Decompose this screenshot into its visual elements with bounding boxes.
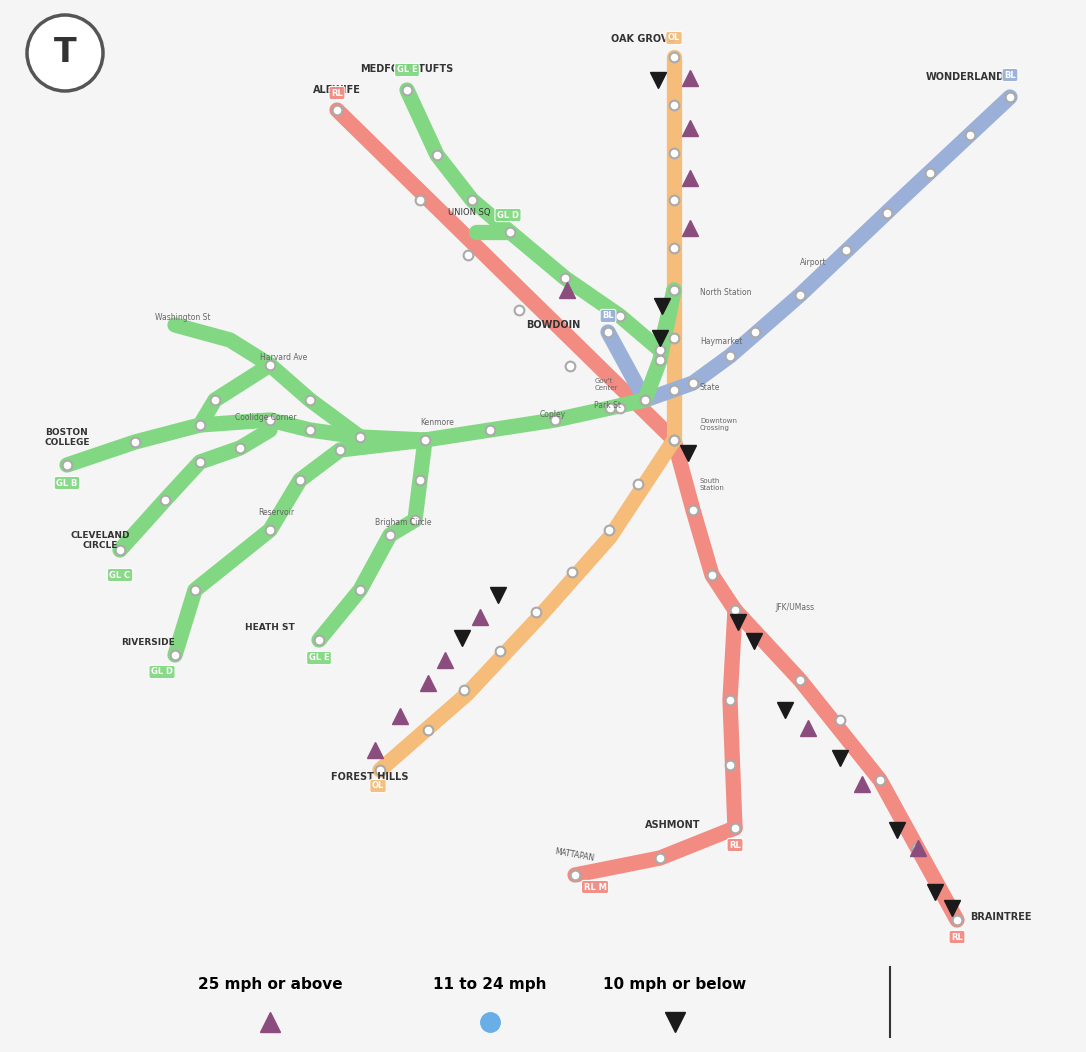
Text: Haymarket: Haymarket [700,337,743,346]
Text: GL D: GL D [497,210,519,220]
Text: BOSTON
COLLEGE: BOSTON COLLEGE [45,427,90,447]
Text: ALEWIFE: ALEWIFE [313,85,361,95]
Text: State: State [700,383,720,392]
Text: Park St: Park St [594,401,621,410]
Text: Downtown
Crossing: Downtown Crossing [700,418,737,431]
Text: HEATH ST: HEATH ST [245,623,295,632]
Text: 25 mph or above: 25 mph or above [198,976,342,991]
Text: North Station: North Station [700,288,752,297]
Text: Coolidge Corner: Coolidge Corner [235,413,296,422]
Text: RL: RL [331,88,343,98]
Text: MEDFORD/TUFTS: MEDFORD/TUFTS [361,64,454,74]
Text: 11 to 24 mph: 11 to 24 mph [433,976,546,991]
Text: BOWDOIN: BOWDOIN [526,320,580,330]
Text: BRAINTREE: BRAINTREE [970,912,1032,922]
Text: RIVERSIDE: RIVERSIDE [122,638,175,647]
Text: Brigham Circle: Brigham Circle [375,518,431,527]
Text: BL: BL [1005,70,1015,80]
Text: Washington St: Washington St [155,313,211,322]
Text: OL: OL [668,34,680,42]
Text: Copley: Copley [540,410,566,419]
Circle shape [27,15,103,92]
Text: Kenmore: Kenmore [420,418,454,427]
Text: MATTAPAN: MATTAPAN [554,847,594,863]
Text: RL: RL [951,932,963,942]
Text: GL D: GL D [151,668,173,676]
Text: GL E: GL E [396,65,417,75]
Text: ASHMONT: ASHMONT [644,820,700,830]
Text: GL B: GL B [56,479,78,487]
Text: UNION SQ: UNION SQ [447,208,490,217]
Text: 10 mph or below: 10 mph or below [604,976,747,991]
Text: GL E: GL E [308,653,329,663]
Text: Reservoir: Reservoir [258,508,294,517]
Text: FOREST HILLS: FOREST HILLS [331,772,408,782]
Text: JFK/UMass: JFK/UMass [775,603,814,612]
Text: Harvard Ave: Harvard Ave [260,353,307,362]
Text: T: T [53,37,76,69]
Text: BL: BL [603,311,614,321]
Text: WONDERLAND: WONDERLAND [926,72,1005,82]
Text: RL M: RL M [583,883,606,891]
Text: OL: OL [371,782,384,790]
Text: CLEVELAND
CIRCLE: CLEVELAND CIRCLE [71,530,129,550]
Text: GL C: GL C [110,570,130,580]
Text: Gov't
Center: Gov't Center [595,378,618,391]
Text: RL: RL [729,841,741,850]
Text: South
Station: South Station [700,478,724,491]
Text: Airport: Airport [800,258,826,267]
Text: OAK GROVE: OAK GROVE [611,34,675,44]
